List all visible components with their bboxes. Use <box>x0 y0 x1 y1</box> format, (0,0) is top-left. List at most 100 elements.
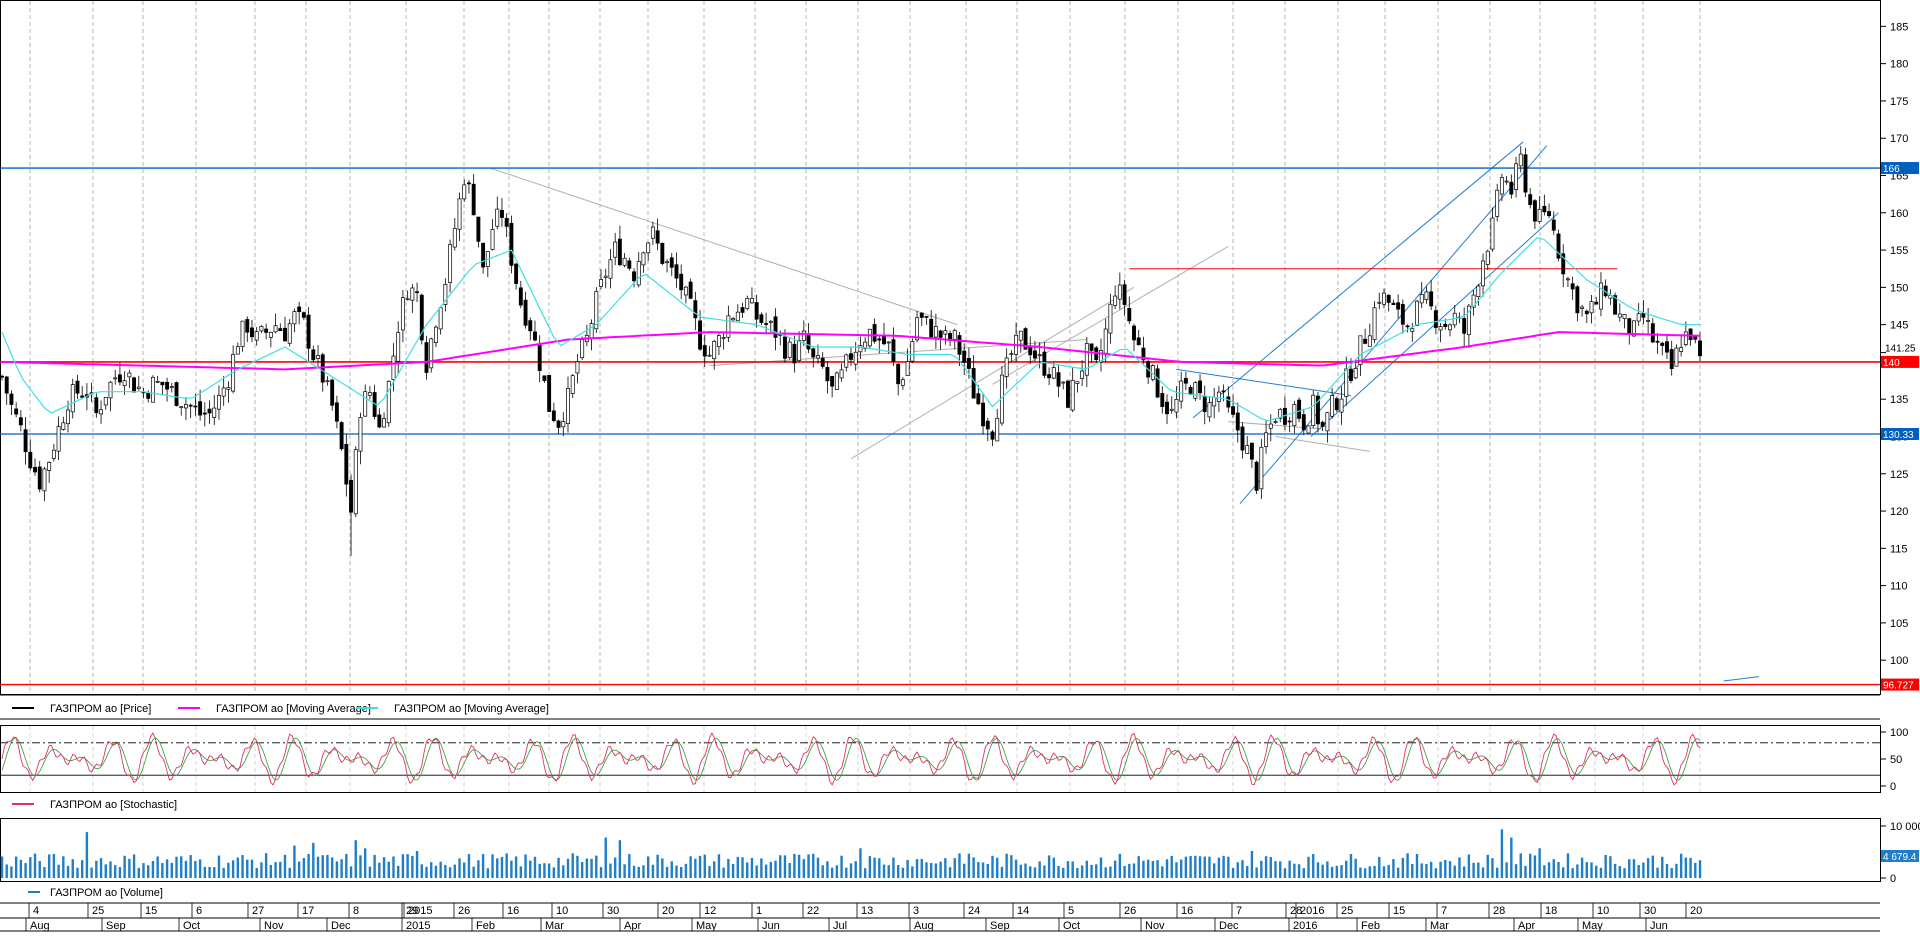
volume-bar <box>213 867 216 878</box>
candle-body <box>1330 395 1335 417</box>
volume-bar <box>170 862 173 878</box>
volume-bar <box>868 856 872 878</box>
candle-body <box>245 319 250 333</box>
candle-body <box>1674 347 1679 367</box>
day-label: 15 <box>145 905 157 917</box>
volume-bar <box>821 865 824 878</box>
candle-body <box>556 420 561 428</box>
volume-bar <box>1128 863 1131 878</box>
volume-bar <box>1071 861 1074 878</box>
volume-bar <box>1038 861 1041 878</box>
candle-body <box>853 351 858 365</box>
candle-body <box>28 451 33 469</box>
candle-body <box>1080 370 1085 379</box>
volume-bar <box>1260 860 1263 878</box>
volume-bar <box>882 864 886 878</box>
candle-body <box>1032 350 1037 359</box>
volume-bar <box>915 859 919 878</box>
day-label: 5 <box>1068 905 1074 917</box>
volume-bar <box>500 856 504 878</box>
volume-bar <box>958 853 961 878</box>
volume-bar <box>944 858 947 878</box>
candle-body <box>410 287 415 301</box>
volume-bar <box>896 865 900 878</box>
volume-bar <box>1316 862 1320 878</box>
candle-body <box>1325 412 1330 432</box>
volume-bar <box>1420 863 1423 878</box>
candle-body <box>773 316 778 338</box>
volume-bar <box>830 867 834 878</box>
level-label: 130.33 <box>1883 430 1914 441</box>
volume-bar <box>1543 865 1546 878</box>
day-label: 6 <box>196 905 202 917</box>
candle-body <box>358 417 363 452</box>
volume-bar <box>797 854 801 878</box>
volume-bar <box>1335 865 1339 878</box>
volume-bar <box>826 861 829 878</box>
volume-bar <box>467 854 471 878</box>
candle-body <box>1132 325 1136 341</box>
candle-body <box>1499 177 1504 195</box>
price-tick-label: 160 <box>1890 208 1908 220</box>
volume-bar <box>533 856 537 878</box>
price-tick-label: 170 <box>1890 133 1908 145</box>
candle-body <box>702 345 707 357</box>
volume-bar <box>222 867 225 878</box>
volume-bar <box>425 866 428 878</box>
candle-body <box>443 284 448 305</box>
candle-body <box>1443 323 1448 327</box>
candle-body <box>1226 396 1231 408</box>
volume-bar <box>1411 863 1414 878</box>
candle-body <box>127 372 132 378</box>
volume-bar <box>1538 848 1541 878</box>
volume-bar <box>929 863 933 878</box>
candle-body <box>1084 343 1089 376</box>
candle-body <box>367 392 372 396</box>
volume-bar <box>538 863 541 878</box>
volume-bar <box>194 860 197 878</box>
candle-body <box>1485 250 1490 265</box>
volume-bar <box>1142 860 1145 878</box>
volume-bar <box>1637 865 1640 878</box>
candle-body <box>174 382 179 406</box>
volume-bar <box>977 862 980 878</box>
candle-body <box>816 355 820 359</box>
level-label-box <box>1881 162 1919 175</box>
candle-body <box>1160 393 1165 408</box>
candle-body <box>952 330 957 340</box>
volume-bar <box>373 854 376 878</box>
candle-body <box>1297 399 1302 419</box>
candle-body <box>396 332 401 362</box>
volume-bar <box>604 837 607 878</box>
volume-bar <box>496 858 499 878</box>
candle-body <box>108 381 113 399</box>
volume-bar <box>859 848 862 878</box>
day-label: 28 <box>1493 905 1505 917</box>
day-label: 17 <box>302 905 314 917</box>
candle-body <box>693 300 698 319</box>
candle-body <box>509 222 514 266</box>
candle-body <box>924 316 929 318</box>
volume-bar <box>33 853 37 878</box>
volume-bar <box>165 859 169 878</box>
volume-bar <box>444 864 447 878</box>
day-label: 14 <box>1017 905 1029 917</box>
candle-body <box>235 346 240 355</box>
candle-body <box>500 209 504 218</box>
trend-line <box>850 286 1135 460</box>
candle-body <box>1405 325 1410 328</box>
day-label: 25 <box>1341 905 1353 917</box>
candle-body <box>1235 412 1240 431</box>
candle-body <box>933 326 938 338</box>
volume-bar <box>505 853 508 878</box>
volume-bar <box>1175 862 1178 878</box>
candle-body <box>981 402 986 427</box>
volume-bar <box>288 867 291 878</box>
candle-body <box>1169 408 1174 411</box>
candle-body <box>622 257 627 266</box>
volume-bar <box>1472 862 1475 878</box>
trend-line <box>1275 435 1370 452</box>
volume-bar <box>1217 857 1221 878</box>
volume-bar <box>793 853 796 878</box>
